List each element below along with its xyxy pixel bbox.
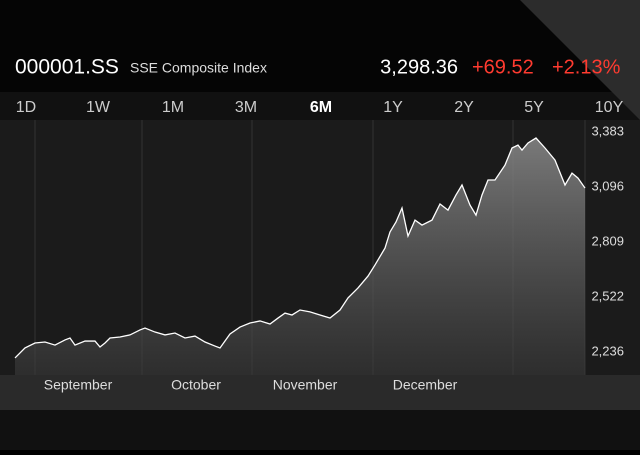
watermark (520, 0, 640, 120)
index-name: SSE Composite Index (130, 60, 267, 76)
price-area (15, 138, 585, 375)
range-tab[interactable]: 1Y (383, 99, 403, 116)
range-tab[interactable]: 3M (235, 99, 257, 116)
y-tick-label: 2,809 (591, 234, 624, 249)
range-tab[interactable]: 2Y (454, 99, 474, 116)
x-tick-label: November (273, 377, 338, 393)
y-tick-label: 2,522 (591, 289, 624, 304)
month-band (0, 375, 640, 410)
change-percent: +2.13% (552, 56, 621, 78)
x-tick-label: September (44, 377, 113, 393)
range-tab[interactable]: 1D (16, 99, 36, 116)
x-tick-label: October (171, 377, 221, 393)
y-tick-label: 3,383 (591, 124, 624, 139)
range-tab[interactable]: 1M (162, 99, 184, 116)
y-tick-label: 2,236 (591, 343, 624, 358)
price-line (14, 137, 586, 359)
change: +69.52 (472, 56, 534, 78)
header-bar (0, 0, 640, 92)
y-tick-label: 3,096 (591, 179, 624, 194)
x-tick-label: December (393, 377, 458, 393)
range-tab[interactable]: 1W (86, 99, 111, 116)
range-tab[interactable]: 5Y (524, 99, 544, 116)
price: 3,298.36 (380, 56, 458, 78)
symbol: 000001.SS (15, 56, 119, 79)
range-tab[interactable]: 10Y (595, 99, 624, 116)
range-tab[interactable]: 6M (310, 99, 332, 116)
